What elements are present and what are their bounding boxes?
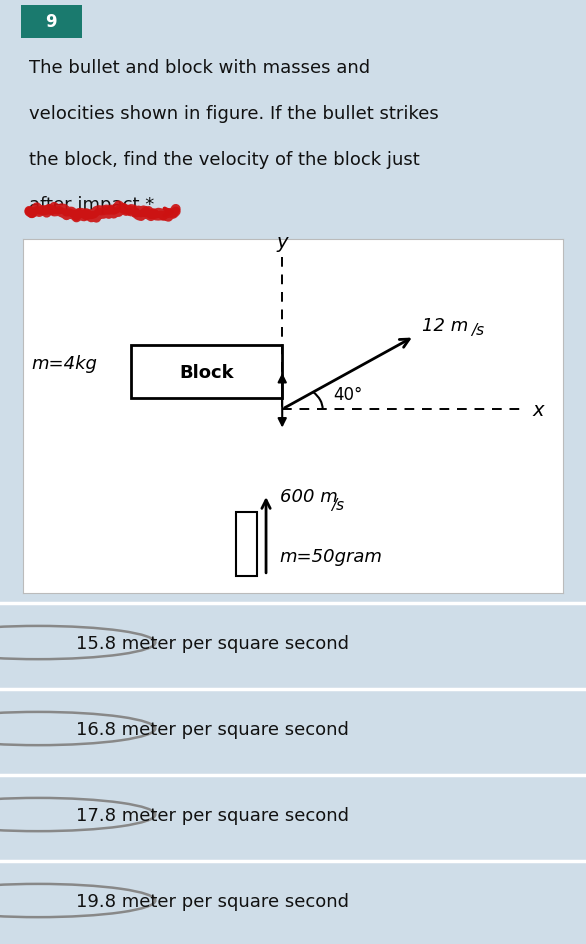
Text: The bullet and block with masses and: The bullet and block with masses and (29, 59, 370, 76)
Text: m=4kg: m=4kg (32, 355, 97, 373)
Text: 12 m: 12 m (423, 317, 469, 335)
Bar (236, 513, 257, 576)
Text: Block: Block (179, 363, 234, 381)
Text: y: y (277, 233, 288, 252)
Text: 17.8 meter per square second: 17.8 meter per square second (76, 805, 349, 824)
Text: 19.8 meter per square second: 19.8 meter per square second (76, 891, 349, 910)
Text: 600 m: 600 m (280, 487, 338, 505)
Text: /s: /s (471, 323, 484, 338)
Text: velocities shown in figure. If the bullet strikes: velocities shown in figure. If the bulle… (29, 105, 439, 123)
Text: after impact *: after impact * (29, 196, 155, 214)
Bar (131, 346, 282, 399)
Text: 16.8 meter per square second: 16.8 meter per square second (76, 719, 349, 738)
Text: m=50gram: m=50gram (280, 548, 383, 565)
Text: 9: 9 (46, 13, 57, 31)
Text: the block, find the velocity of the block just: the block, find the velocity of the bloc… (29, 150, 420, 168)
Text: 15.8 meter per square second: 15.8 meter per square second (76, 633, 349, 652)
Text: x: x (533, 400, 544, 419)
Text: /s: /s (331, 497, 344, 513)
Text: 40°: 40° (333, 386, 363, 404)
FancyBboxPatch shape (21, 6, 82, 39)
